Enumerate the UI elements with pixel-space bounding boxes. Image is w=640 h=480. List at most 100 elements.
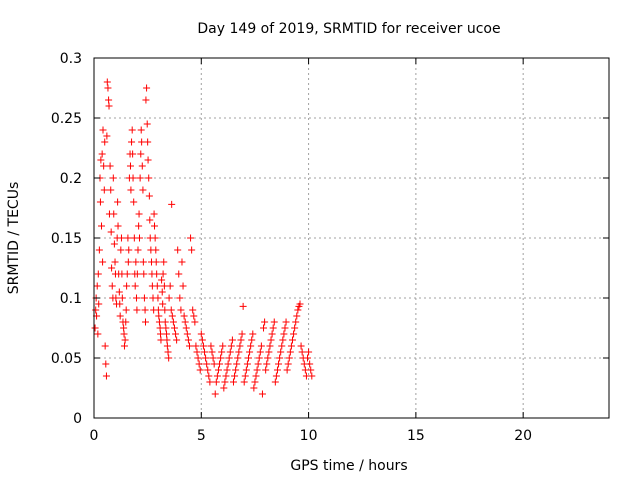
data-point [152,258,160,266]
data-point [272,372,280,380]
data-point [95,246,103,254]
data-point [142,96,150,104]
chart-title: Day 149 of 2019, SRMTID for receiver uco… [197,21,500,37]
data-point [205,372,213,380]
data-point [101,138,109,146]
data-point [105,102,113,110]
y-tick-label: 0.05 [51,351,82,367]
data-point [94,330,102,338]
data-point [145,192,153,200]
data-point [143,120,151,128]
data-point [165,354,173,362]
data-point [296,300,304,308]
data-point [238,330,246,338]
data-point [196,366,204,374]
axis-ticks [93,57,609,419]
data-point [133,306,141,314]
data-point [231,372,239,380]
data-point [115,288,123,296]
data-point [101,342,109,350]
data-point [102,360,110,368]
data-point [229,378,237,386]
data-point [219,342,227,350]
data-point [158,276,166,284]
data-point [250,384,258,392]
data-point [163,342,171,350]
data-point [170,324,178,332]
data-point [136,174,144,182]
y-tick-label: 0.15 [51,231,82,247]
data-point [282,318,290,326]
data-point [284,360,292,368]
data-point [99,258,107,266]
data-point [153,282,161,290]
data-point [192,342,200,350]
data-point [242,366,250,374]
data-point [264,354,272,362]
data-point [169,318,177,326]
data-point [271,378,279,386]
data-point [163,336,171,344]
data-point [226,348,234,356]
data-point [248,336,256,344]
data-point [263,360,271,368]
data-point [155,312,163,320]
data-point [121,336,129,344]
data-point [285,354,293,362]
data-point [145,174,153,182]
data-point [96,198,104,206]
data-point [135,222,143,230]
data-point [257,342,265,350]
data-point [209,354,217,362]
data-point [116,312,124,320]
data-point [131,282,139,290]
data-point [120,324,128,332]
data-point [220,384,228,392]
data-point [201,348,209,356]
data-point [100,162,108,170]
data-point [194,354,202,362]
data-point [132,294,140,302]
data-point [252,372,260,380]
y-tick-label: 0.1 [60,291,82,307]
y-tick-label: 0.3 [60,51,82,67]
data-point [118,294,126,302]
data-point [203,360,211,368]
data-point [165,294,173,302]
data-point [294,306,302,314]
data-point [208,348,216,356]
data-point [247,342,255,350]
data-point [150,210,158,218]
data-point [103,78,111,86]
data-point [180,312,188,320]
data-point [249,330,257,338]
data-point [207,342,215,350]
data-point [138,162,146,170]
data-point [126,162,134,170]
data-point [283,366,291,374]
data-point [280,330,288,338]
data-point [108,282,116,290]
data-point [239,302,247,310]
data-point [154,306,162,314]
x-tick-label: 10 [300,428,318,444]
data-point [144,138,152,146]
data-point [110,210,118,218]
data-point [107,228,115,236]
data-point [291,324,299,332]
data-point [98,222,106,230]
data-point [175,270,183,278]
data-point [304,354,312,362]
data-point [106,162,114,170]
data-point [228,336,236,344]
data-point [190,312,198,320]
data-point [258,390,266,398]
data-point [120,342,128,350]
data-point [214,366,222,374]
data-point [287,342,295,350]
data-point [240,378,248,386]
data-point [95,300,103,308]
data-point [279,336,287,344]
data-point [212,378,220,386]
data-point [124,234,132,242]
